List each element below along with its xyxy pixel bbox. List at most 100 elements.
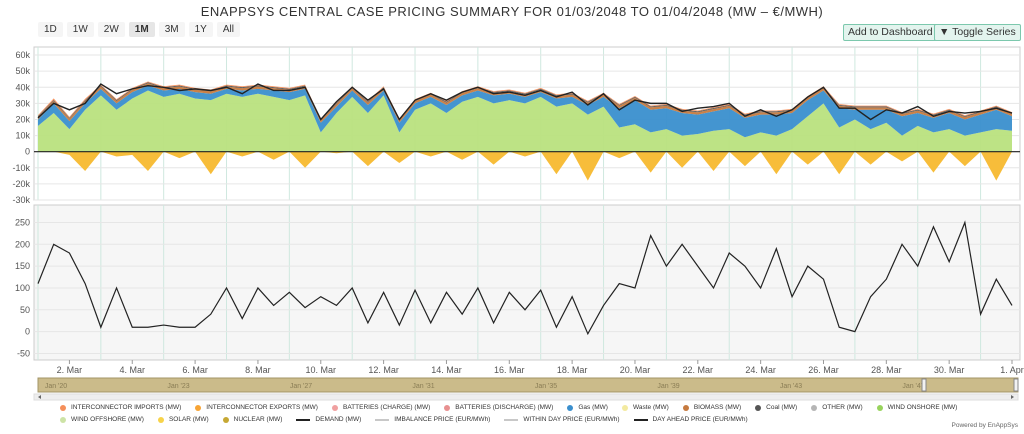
legend-label: OTHER (MW) <box>822 404 863 411</box>
range-button-1m[interactable]: 1M <box>128 22 155 37</box>
range-button-1w[interactable]: 1W <box>66 22 94 37</box>
legend-item[interactable]: BIOMASS (MW) <box>682 403 742 412</box>
legend-label: IMBALANCE PRICE (EUR/MWh) <box>394 416 491 423</box>
legend-marker-icon <box>157 416 164 423</box>
upper-y-tick-label: 10k <box>15 131 30 141</box>
legend-item[interactable]: OTHER (MW) <box>811 403 863 412</box>
legend-item[interactable]: WIND OFFSHORE (MW) <box>60 415 144 424</box>
x-tick-label: 1. Apr <box>1000 365 1024 375</box>
x-tick-label: 18. Mar <box>557 365 588 375</box>
navigator-label: Jan '35 <box>535 383 557 390</box>
lower-y-tick-label: 250 <box>15 217 30 227</box>
toggle-series-label: Toggle Series <box>952 26 1016 38</box>
range-button-2w[interactable]: 2W <box>97 22 125 37</box>
legend-marker-icon <box>222 416 229 423</box>
legend-item[interactable]: SOLAR (MW) <box>157 415 209 424</box>
x-tick-label: 30. Mar <box>934 365 965 375</box>
legend-item[interactable]: Gas (MW) <box>567 403 608 412</box>
legend-item[interactable]: INTERCONNECTOR IMPORTS (MW) <box>60 403 181 412</box>
legend-label: SOLAR (MW) <box>168 416 209 423</box>
legend-label: DEMAND (MW) <box>315 416 362 423</box>
legend-item[interactable]: IMBALANCE PRICE (EUR/MWh) <box>375 415 490 424</box>
legend-marker-icon <box>811 404 818 411</box>
x-tick-label: 20. Mar <box>620 365 651 375</box>
legend-item[interactable]: Coal (MW) <box>755 403 797 412</box>
legend-label: WIND OFFSHORE (MW) <box>71 416 144 423</box>
add-to-dashboard-button[interactable]: Add to Dashboard <box>843 24 938 41</box>
legend-marker-icon <box>375 418 390 421</box>
legend-item[interactable]: WITHIN DAY PRICE (EUR/MWh) <box>504 415 620 424</box>
upper-y-tick-label: -10k <box>12 163 30 173</box>
lower-plot-area <box>33 204 1021 361</box>
legend-label: DAY AHEAD PRICE (EUR/MWh) <box>652 416 748 423</box>
navigator-label: Jan '23 <box>167 383 189 390</box>
x-tick-label: 22. Mar <box>683 365 714 375</box>
legend: INTERCONNECTOR IMPORTS (MW) INTERCONNECTO… <box>60 403 1000 424</box>
legend-item[interactable]: DAY AHEAD PRICE (EUR/MWh) <box>633 415 748 424</box>
x-tick-label: 14. Mar <box>431 365 462 375</box>
upper-y-tick-label: 0 <box>25 147 30 157</box>
navigator-handle <box>1013 378 1019 392</box>
navigator-label: Jan '43 <box>780 383 802 390</box>
toggle-series-button[interactable]: ▼ Toggle Series <box>934 24 1021 41</box>
legend-label: Waste (MW) <box>632 404 669 411</box>
legend-label: BATTERIES (CHARGE) (MW) <box>342 404 431 411</box>
legend-item[interactable]: WIND ONSHORE (MW) <box>876 403 957 412</box>
navigator-label: Jan '20 <box>45 383 67 390</box>
upper-y-tick-label: 40k <box>15 82 30 92</box>
legend-marker-icon <box>633 418 648 421</box>
x-tick-label: 24. Mar <box>745 365 776 375</box>
legend-marker-icon <box>296 418 311 421</box>
legend-marker-icon <box>876 404 883 411</box>
lower-y-tick-label: 100 <box>15 283 30 293</box>
legend-item[interactable]: BATTERIES (CHARGE) (MW) <box>331 403 431 412</box>
legend-label: BIOMASS (MW) <box>693 404 742 411</box>
navigator-label: Jan '31 <box>412 383 434 390</box>
x-tick-label: 2. Mar <box>57 365 83 375</box>
x-tick-label: 12. Mar <box>368 365 399 375</box>
x-tick-label: 10. Mar <box>306 365 337 375</box>
navigator-label: Jan '27 <box>290 383 312 390</box>
scroll-right-icon <box>1011 395 1014 399</box>
legend-item[interactable]: DEMAND (MW) <box>296 415 361 424</box>
legend-marker-icon <box>195 404 202 411</box>
range-button-3m[interactable]: 3M <box>158 22 185 37</box>
legend-item[interactable]: Waste (MW) <box>621 403 669 412</box>
demand-line <box>37 83 1013 121</box>
range-button-1y[interactable]: 1Y <box>188 22 213 37</box>
legend-label: BATTERIES (DISCHARGE) (MW) <box>455 404 554 411</box>
navigator-label: Jan '47 <box>902 383 924 390</box>
x-tick-label: 26. Mar <box>808 365 839 375</box>
x-tick-label: 28. Mar <box>871 365 902 375</box>
upper-y-tick-label: -30k <box>12 195 30 205</box>
legend-marker-icon <box>682 404 689 411</box>
navigator-handle <box>921 378 927 392</box>
legend-label: INTERCONNECTOR IMPORTS (MW) <box>71 404 182 411</box>
solar-area <box>38 151 1012 181</box>
upper-y-tick-label: 30k <box>15 98 30 108</box>
legend-item[interactable]: BATTERIES (DISCHARGE) (MW) <box>444 403 553 412</box>
x-tick-label: 4. Mar <box>120 365 146 375</box>
range-selector: 1D 1W 2W 1M 3M 1Y All <box>38 22 240 37</box>
gas-area <box>38 85 1012 138</box>
upper-y-tick-label: 50k <box>15 66 30 76</box>
range-button-1d[interactable]: 1D <box>38 22 63 37</box>
navigator-label: Jan '39 <box>657 383 679 390</box>
credit-text: Powered by EnAppSys <box>951 422 1018 429</box>
x-tick-label: 8. Mar <box>245 365 271 375</box>
range-button-all[interactable]: All <box>216 22 240 37</box>
legend-label: Coal (MW) <box>766 404 798 411</box>
legend-item[interactable]: NUCLEAR (MW) <box>222 415 283 424</box>
legend-label: NUCLEAR (MW) <box>233 416 283 423</box>
upper-y-tick-label: 20k <box>15 114 30 124</box>
legend-item[interactable]: INTERCONNECTOR EXPORTS (MW) <box>195 403 318 412</box>
legend-label: Gas (MW) <box>578 404 608 411</box>
legend-marker-icon <box>755 404 762 411</box>
legend-marker-icon <box>60 404 66 411</box>
chart-title: ENAPPSYS CENTRAL CASE PRICING SUMMARY FO… <box>200 4 824 19</box>
lower-y-tick-label: 0 <box>25 327 30 337</box>
legend-label: INTERCONNECTOR EXPORTS (MW) <box>206 404 318 411</box>
filter-icon: ▼ <box>939 26 953 38</box>
upper-y-tick-label: 60k <box>15 50 30 60</box>
navigator-scrollbar <box>33 393 1019 401</box>
